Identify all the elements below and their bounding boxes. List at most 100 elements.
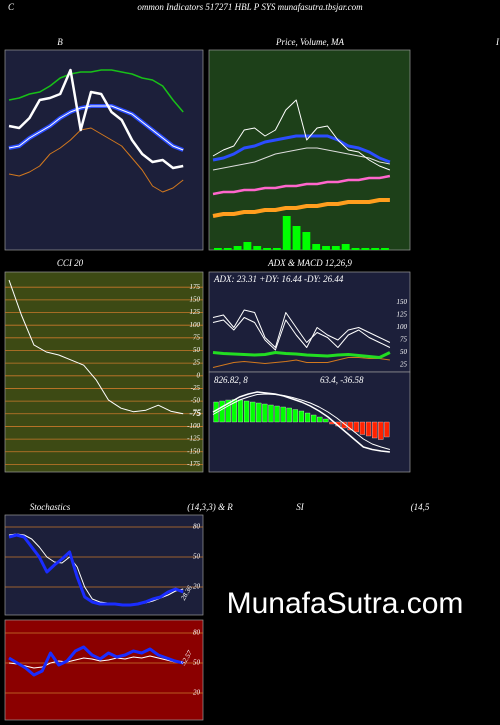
series-line: [8, 655, 184, 669]
y-tick-label: 75: [193, 333, 201, 341]
bar: [341, 421, 347, 429]
y-tick-label: 50: [193, 553, 201, 561]
panel-title: CCI 20: [57, 258, 84, 268]
y-tick-label: 25: [400, 361, 408, 369]
bar: [268, 404, 274, 423]
bar: [372, 421, 378, 439]
y-tick-label: 80: [193, 523, 201, 531]
header-edge: I: [495, 37, 500, 47]
bar: [263, 248, 271, 250]
bar: [256, 402, 262, 423]
bar: [361, 248, 370, 250]
series-line: [212, 351, 391, 359]
bar: [359, 421, 366, 435]
y-tick-label: 50: [193, 659, 201, 667]
bar: [286, 407, 292, 423]
y-tick-label: 20: [193, 583, 201, 591]
bar: [323, 418, 329, 423]
series-line: [8, 645, 184, 677]
series-line: [8, 105, 184, 151]
bar: [282, 216, 291, 250]
series-line: [212, 357, 390, 368]
y-tick-label: 150: [190, 295, 201, 303]
bar: [223, 248, 232, 250]
header-letter: C: [8, 2, 15, 12]
bar: [243, 242, 252, 250]
bar: [292, 409, 298, 423]
y-tick-label: -50: [191, 397, 201, 405]
bar: [225, 399, 231, 423]
bar: [253, 246, 262, 250]
panel: [4, 49, 204, 251]
bar: [213, 248, 222, 250]
series-line: [212, 393, 391, 450]
bar: [331, 246, 340, 250]
y-tick-label: -175: [187, 460, 200, 468]
bar: [233, 246, 242, 250]
y-tick-label: -75: [191, 409, 201, 417]
panel-title: ADX & MACD 12,26,9: [267, 258, 352, 268]
bar: [384, 421, 390, 438]
series-line: [212, 391, 390, 453]
bar: [262, 403, 268, 423]
bar: [298, 410, 305, 423]
y-tick-label: 25: [193, 359, 201, 367]
series-line: [8, 279, 184, 415]
series-line: [8, 533, 184, 607]
bar: [378, 421, 384, 440]
series-line: [212, 309, 391, 348]
series-line: [212, 99, 391, 171]
bar: [381, 248, 389, 250]
panel-subtitle: (14,5: [411, 502, 430, 512]
y-tick-label: 80: [193, 629, 201, 637]
y-tick-label: -100: [187, 422, 200, 430]
bar: [371, 248, 380, 250]
series-line: [8, 69, 184, 113]
y-tick-label: 125: [190, 308, 201, 316]
y-tick-label: 75: [400, 336, 408, 344]
bar: [274, 405, 280, 423]
bar: [280, 406, 286, 423]
bar: [304, 412, 311, 423]
bar: [237, 399, 244, 423]
panel-subtitle: (14,3,3) & R: [187, 502, 233, 512]
annotation: 826.82, 8: [214, 375, 248, 385]
y-tick-label: 0: [197, 371, 201, 379]
series-line: [212, 317, 391, 351]
series-line: [8, 68, 184, 170]
bar: [317, 416, 323, 423]
panel: [4, 619, 204, 721]
y-tick-label: -125: [187, 435, 200, 443]
annotation: ADX: 23.31 +DY: 16.44 -DY: 26.44: [213, 274, 344, 284]
panel-title: B: [57, 37, 63, 47]
series-line: [212, 198, 390, 218]
bar: [351, 248, 360, 250]
bar: [347, 421, 353, 431]
series-line: [212, 134, 391, 164]
header-title: ommon Indicators 517271 HBL P SYS munafa…: [137, 2, 363, 12]
y-tick-label: 50: [400, 348, 408, 356]
bar: [219, 400, 225, 423]
bar: [353, 421, 359, 433]
panel-title: SI: [296, 502, 305, 512]
bar: [292, 226, 301, 250]
bar: [250, 401, 256, 423]
y-tick-label: 150: [397, 298, 408, 306]
panel: [4, 514, 204, 616]
value-label: -75: [189, 408, 201, 418]
y-tick-label: 50: [193, 346, 201, 354]
y-tick-label: 100: [190, 321, 201, 329]
panel-title: Stochastics: [30, 502, 71, 512]
y-tick-label: 100: [397, 323, 408, 331]
bar: [365, 421, 372, 437]
y-tick-label: 20: [193, 689, 201, 697]
annotation: 63.4, -36.58: [320, 375, 364, 385]
watermark: MunafaSutra.com: [227, 587, 464, 620]
bar: [312, 244, 321, 250]
series-line: [8, 127, 184, 193]
series-line: [212, 174, 391, 196]
bar: [302, 232, 311, 250]
bar: [322, 246, 330, 250]
y-tick-label: -150: [187, 447, 200, 455]
